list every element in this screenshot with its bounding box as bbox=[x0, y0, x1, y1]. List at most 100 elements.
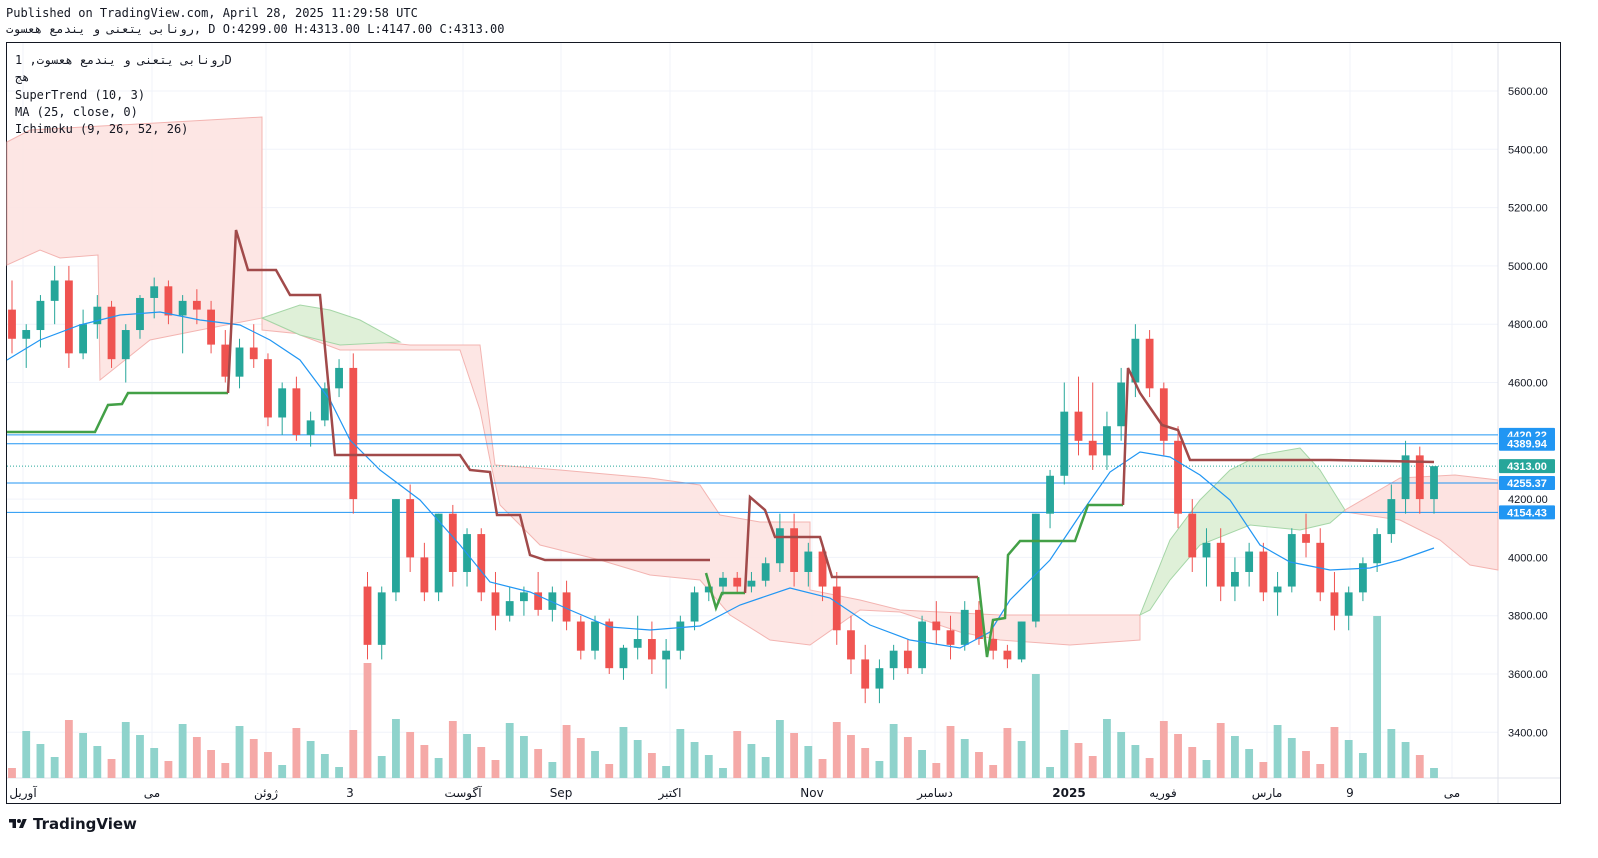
supertrend-up-line[interactable] bbox=[7, 391, 228, 434]
candle-body[interactable] bbox=[491, 592, 500, 616]
candle-body[interactable] bbox=[591, 621, 599, 651]
candle-body[interactable] bbox=[1145, 338, 1154, 389]
legend-moving-average[interactable]: MA (25, close, 0) bbox=[15, 105, 138, 119]
candle-body[interactable] bbox=[1003, 650, 1012, 660]
candle-body[interactable] bbox=[548, 592, 557, 610]
candle-body[interactable] bbox=[1344, 592, 1353, 616]
candle-body[interactable] bbox=[249, 347, 258, 360]
candle-body[interactable] bbox=[22, 330, 31, 339]
candle-body[interactable] bbox=[1273, 586, 1282, 593]
candle-body[interactable] bbox=[264, 359, 272, 418]
candle-body[interactable] bbox=[36, 300, 45, 331]
candle-body[interactable] bbox=[1401, 455, 1410, 500]
candle-body[interactable] bbox=[1216, 542, 1225, 587]
candle-body[interactable] bbox=[306, 420, 315, 435]
candle-body[interactable] bbox=[946, 630, 955, 645]
candle-body[interactable] bbox=[477, 534, 486, 593]
price-axis-label-box[interactable] bbox=[1499, 505, 1555, 520]
tradingview-brand[interactable]: TradingView bbox=[7, 815, 137, 833]
legend-supertrend[interactable]: SuperTrend (10, 3) bbox=[15, 88, 146, 102]
candle-body[interactable] bbox=[164, 286, 173, 316]
candle-body[interactable] bbox=[605, 621, 614, 669]
candle-body[interactable] bbox=[747, 580, 756, 587]
candle-body[interactable] bbox=[292, 388, 301, 435]
candle-body[interactable] bbox=[847, 630, 855, 660]
supertrend-down-line[interactable] bbox=[743, 494, 978, 594]
candle-body[interactable] bbox=[1287, 534, 1296, 587]
price-axis-label-box[interactable] bbox=[1499, 475, 1555, 490]
candle-body[interactable] bbox=[1074, 411, 1083, 441]
candle-body[interactable] bbox=[505, 601, 514, 616]
price-axis-label-box[interactable] bbox=[1499, 436, 1555, 451]
candle-body[interactable] bbox=[392, 499, 400, 593]
candle-body[interactable] bbox=[1358, 563, 1367, 593]
candle-body[interactable] bbox=[1387, 499, 1396, 535]
candle-body[interactable] bbox=[818, 551, 827, 587]
candle-body[interactable] bbox=[178, 300, 187, 316]
candle-body[interactable] bbox=[420, 557, 429, 593]
candle-body[interactable] bbox=[861, 659, 870, 689]
candle-body[interactable] bbox=[349, 367, 358, 500]
candle-body[interactable] bbox=[1117, 382, 1126, 427]
candle-body[interactable] bbox=[363, 586, 372, 645]
candle-body[interactable] bbox=[775, 528, 784, 564]
candle-body[interactable] bbox=[1088, 440, 1097, 456]
candle-body[interactable] bbox=[1245, 551, 1254, 572]
candle-body[interactable] bbox=[1231, 571, 1239, 587]
moving-average-line[interactable] bbox=[6, 311, 1435, 649]
candle-body[interactable] bbox=[875, 668, 884, 689]
chart-frame[interactable] bbox=[6, 42, 1561, 804]
candle-body[interactable] bbox=[1017, 621, 1026, 660]
candle-body[interactable] bbox=[960, 609, 969, 645]
candle-body[interactable] bbox=[150, 286, 159, 298]
legend-ichimoku[interactable]: Ichimoku (9, 26, 52, 26) bbox=[15, 122, 189, 136]
candle-body[interactable] bbox=[520, 592, 528, 602]
supertrend-down-line[interactable] bbox=[226, 229, 710, 562]
candle-body[interactable] bbox=[975, 609, 983, 640]
candle-body[interactable] bbox=[1330, 592, 1339, 616]
candle-body[interactable] bbox=[121, 330, 130, 360]
candle-body[interactable] bbox=[1259, 551, 1268, 593]
candle-body[interactable] bbox=[889, 650, 898, 669]
candle-body[interactable] bbox=[534, 592, 543, 610]
candle-body[interactable] bbox=[1373, 534, 1382, 564]
candle-body[interactable] bbox=[932, 621, 941, 631]
supertrend-up-line[interactable] bbox=[976, 503, 1123, 658]
candle-body[interactable] bbox=[662, 650, 671, 660]
candle-body[interactable] bbox=[207, 309, 215, 345]
candle-body[interactable] bbox=[1031, 513, 1040, 622]
candle-body[interactable] bbox=[434, 513, 443, 593]
candle-body[interactable] bbox=[192, 300, 201, 310]
candle-body[interactable] bbox=[235, 347, 244, 377]
candle-body[interactable] bbox=[719, 577, 727, 587]
candle-body[interactable] bbox=[406, 499, 415, 558]
candle-body[interactable] bbox=[647, 639, 656, 660]
candle-body[interactable] bbox=[107, 306, 116, 360]
candle-body[interactable] bbox=[804, 551, 813, 572]
candle-body[interactable] bbox=[64, 280, 73, 354]
candle-body[interactable] bbox=[790, 528, 799, 572]
candle-body[interactable] bbox=[690, 592, 699, 622]
candle-body[interactable] bbox=[1103, 426, 1111, 456]
candle-body[interactable] bbox=[761, 563, 770, 581]
candle-body[interactable] bbox=[448, 513, 457, 572]
candle-body[interactable] bbox=[733, 577, 742, 587]
supertrend-down-line[interactable] bbox=[1121, 367, 1435, 506]
supertrend-up-line[interactable] bbox=[704, 572, 745, 612]
candle-body[interactable] bbox=[79, 324, 88, 354]
candle-body[interactable] bbox=[1202, 542, 1211, 558]
candle-body[interactable] bbox=[562, 592, 571, 622]
candle-body[interactable] bbox=[1131, 338, 1140, 383]
candle-body[interactable] bbox=[989, 639, 998, 651]
candle-body[interactable] bbox=[576, 621, 585, 651]
candle-body[interactable] bbox=[1060, 411, 1069, 476]
candle-body[interactable] bbox=[1415, 455, 1424, 500]
candle-body[interactable] bbox=[1430, 466, 1438, 500]
candle-body[interactable] bbox=[320, 388, 329, 421]
candle-body[interactable] bbox=[335, 367, 343, 389]
candle-body[interactable] bbox=[221, 344, 230, 377]
candle-body[interactable] bbox=[633, 639, 642, 648]
candle-body[interactable] bbox=[676, 621, 685, 651]
candle-body[interactable] bbox=[1302, 534, 1310, 543]
